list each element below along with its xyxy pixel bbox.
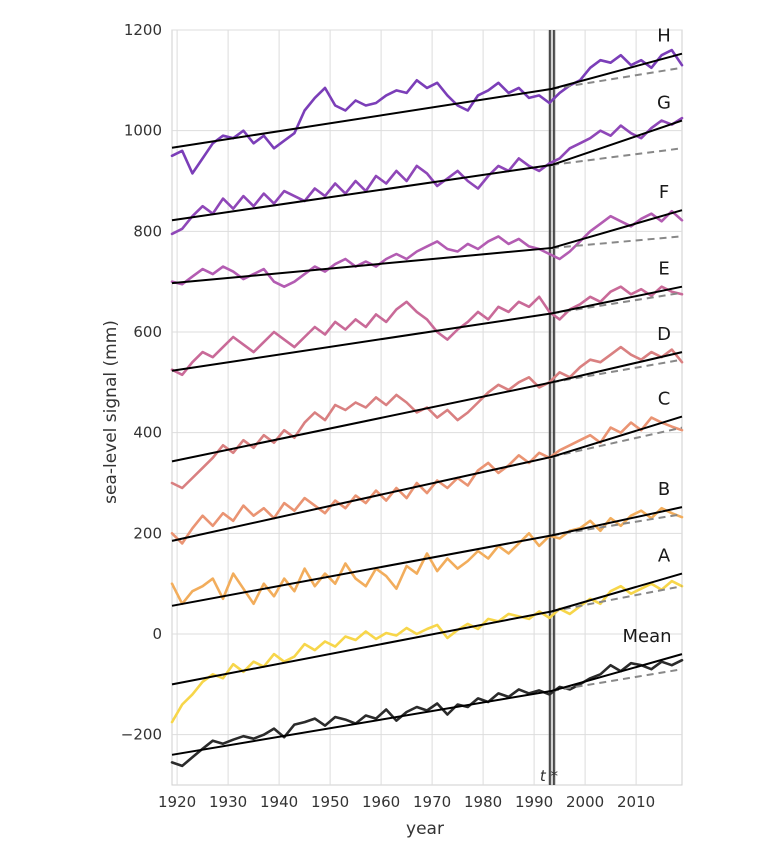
y-tick-label: 1200: [124, 21, 162, 39]
extrapolation-mean: [551, 668, 683, 692]
fit-layer: [171, 52, 683, 756]
series-line-f: [170, 209, 684, 289]
x-tick-label: 2010: [617, 793, 655, 811]
extrapolation-d: [551, 358, 683, 384]
x-tick-label: 1950: [311, 793, 349, 811]
y-tick-label: 200: [133, 524, 162, 542]
fit-line-f: [171, 209, 683, 285]
series-label-mean: Mean: [622, 626, 671, 647]
fit-line-b: [171, 506, 683, 607]
series-label-d: D: [657, 324, 671, 345]
series-label-h: H: [657, 26, 671, 47]
extrapolation-h: [551, 66, 683, 90]
extrapolation-e: [551, 291, 683, 315]
series-label-c: C: [658, 389, 671, 410]
y-tick-label: 800: [133, 222, 162, 240]
series-line-mean: [170, 658, 684, 768]
extrapolation-g: [551, 147, 683, 166]
breakpoint-band-layer: [547, 30, 556, 785]
fit-line-a: [171, 572, 683, 686]
extrapolation-f: [551, 235, 683, 249]
x-tick-label: 1920: [158, 793, 196, 811]
y-tick-label: 600: [133, 323, 162, 341]
x-tick-label: 1940: [260, 793, 298, 811]
label-layer: t * Mean A B C D E F G H: [540, 26, 672, 785]
fit-line-e: [171, 285, 683, 372]
x-axis-title: year: [406, 819, 444, 839]
y-tick-label: 1000: [124, 122, 162, 140]
series-label-e: E: [658, 259, 669, 280]
x-tick-label: 1970: [413, 793, 451, 811]
series-label-f: F: [659, 182, 669, 203]
x-tick-label: 1990: [515, 793, 553, 811]
y-tick-label: 0: [152, 625, 162, 643]
series-label-g: G: [657, 93, 671, 114]
fit-line-g: [171, 119, 683, 222]
y-axis-title: sea-level signal (mm): [101, 320, 121, 504]
series-line-e: [170, 285, 684, 377]
x-tick-label: 1930: [209, 793, 247, 811]
grid-layer: [171, 29, 683, 786]
x-tick-label: 1960: [362, 793, 400, 811]
series-label-a: A: [658, 546, 671, 567]
series-line-h: [170, 48, 684, 175]
breakpoint-band: [547, 30, 556, 785]
fit-line-mean: [171, 653, 683, 756]
extrapolation-b: [551, 513, 683, 537]
extrapolation-c: [551, 426, 683, 458]
series-label-b: B: [658, 479, 670, 500]
series-line-g: [170, 116, 684, 236]
series-line-b: [170, 506, 684, 606]
series-line-c: [170, 416, 684, 545]
x-tick-label: 2000: [566, 793, 604, 811]
fit-line-h: [171, 52, 683, 149]
extrapolation-a: [551, 585, 683, 613]
breakpoint-label: t *: [540, 767, 559, 785]
fit-line-c: [171, 415, 683, 542]
y-tick-label: −200: [121, 726, 162, 744]
x-tick-label: 1980: [464, 793, 502, 811]
axis-layer: 1920 1930 1940 1950 1960 1970 1980 1990 2000 2010…: [121, 21, 655, 811]
y-tick-label: 400: [133, 424, 162, 442]
fit-line-d: [171, 351, 683, 463]
series-line-a: [170, 579, 684, 724]
